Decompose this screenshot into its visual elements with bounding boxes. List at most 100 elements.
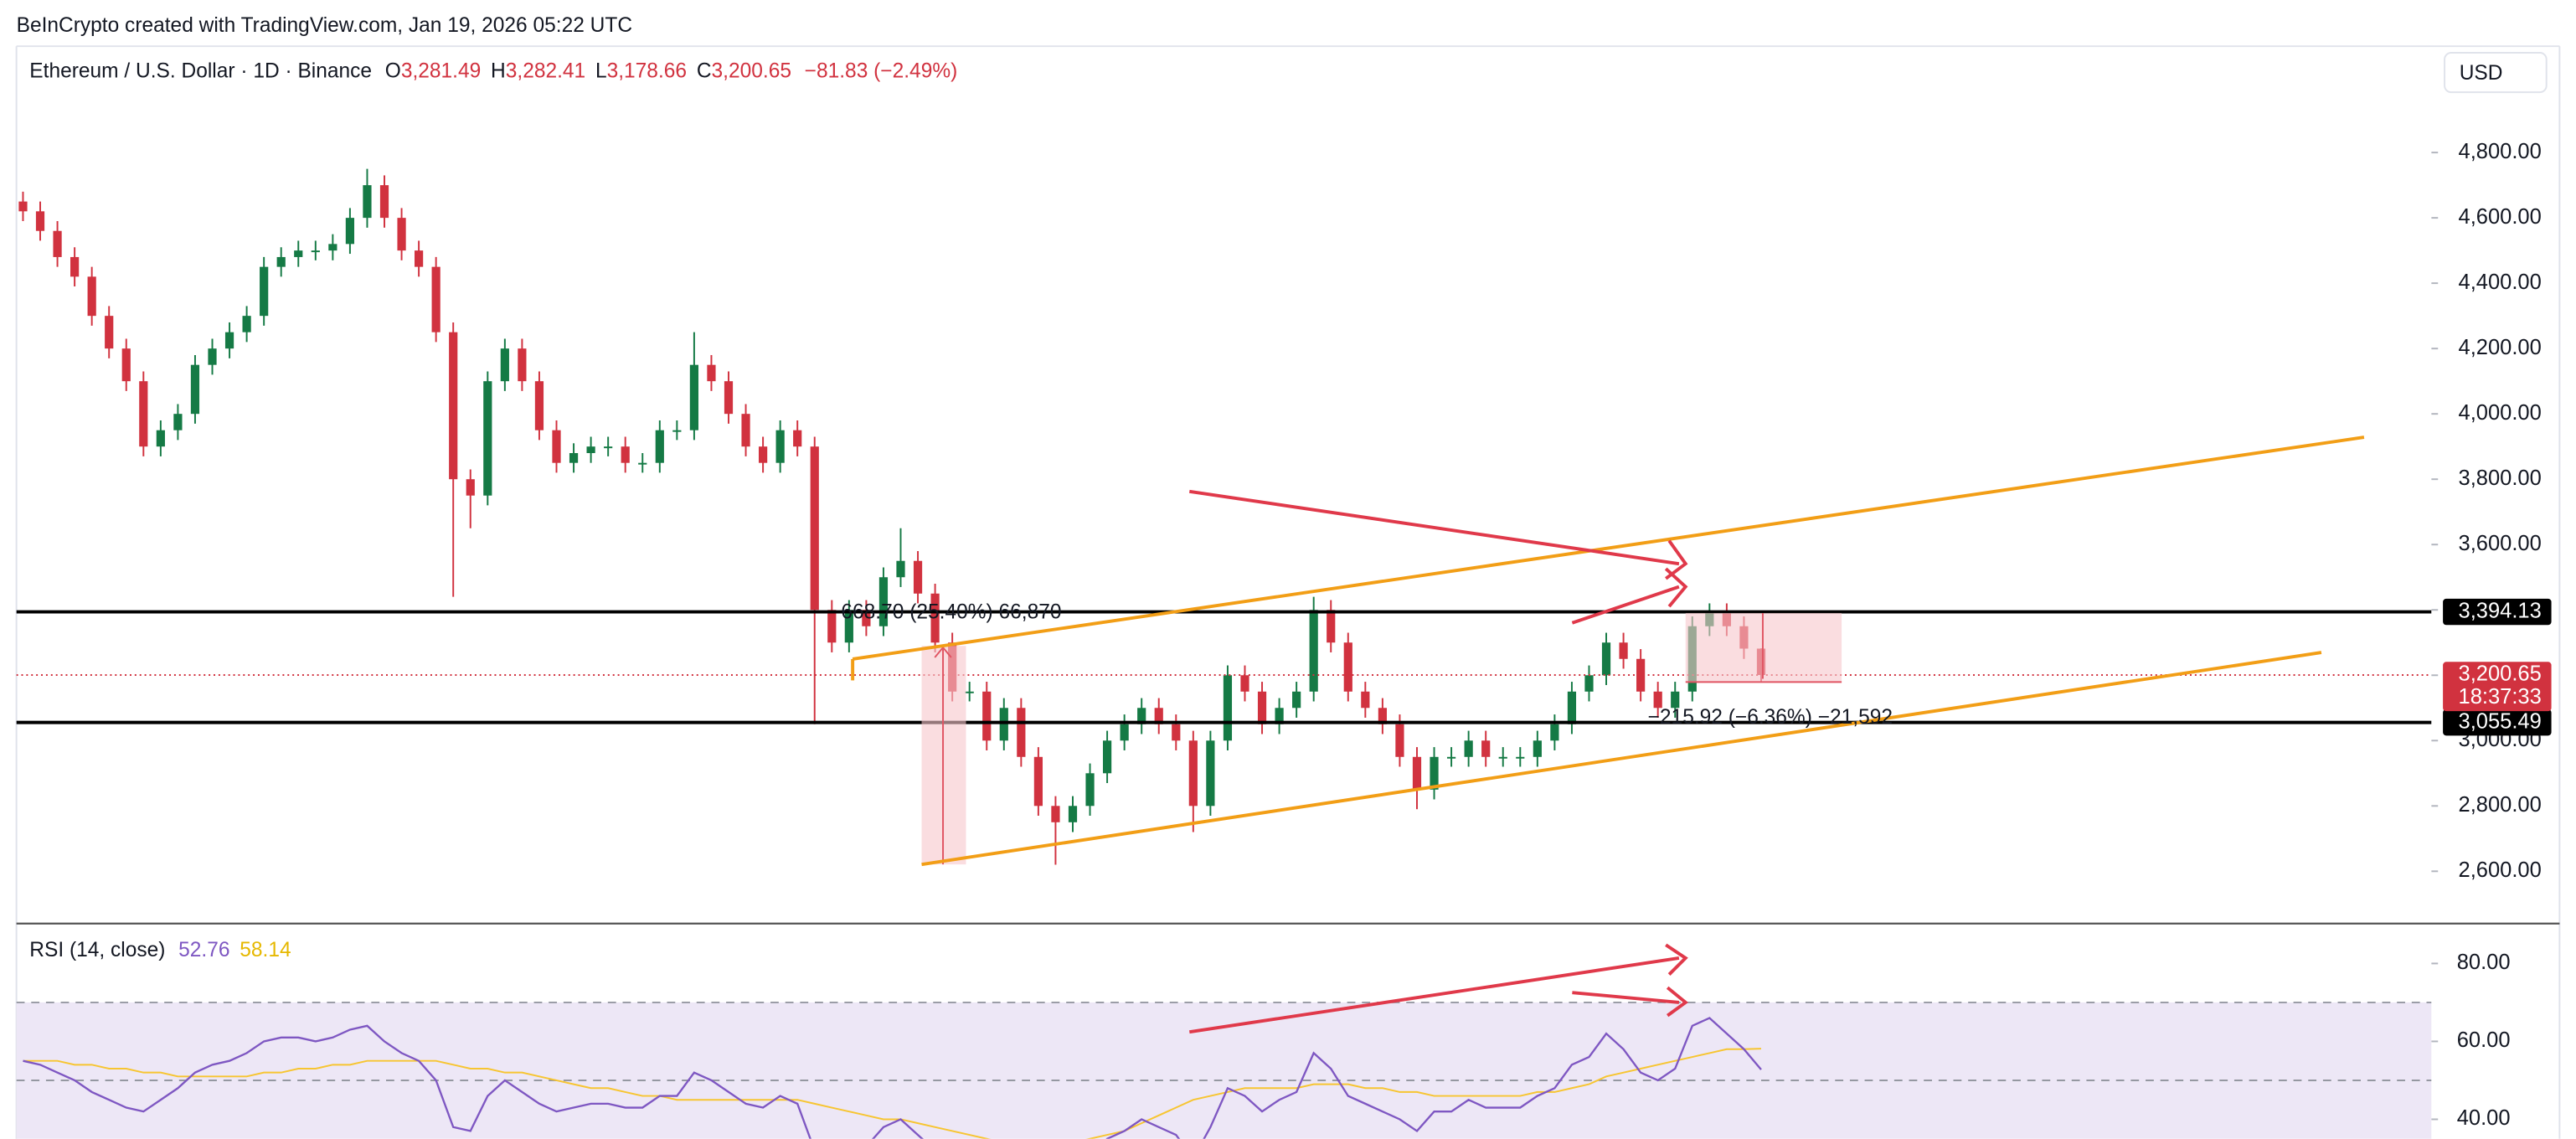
- y-tick-label: 4,400.00: [2459, 271, 2542, 294]
- credit: BeInCrypto created with TradingView.com,…: [17, 14, 632, 37]
- y-tick-label: 4,200.00: [2459, 336, 2542, 359]
- candle-body: [1275, 708, 1284, 724]
- candle-body: [793, 430, 802, 447]
- arrow-head: [1664, 567, 1688, 608]
- currency-box[interactable]: [2444, 52, 2548, 94]
- y-tick-label: 3,800.00: [2459, 466, 2542, 490]
- candle-body: [775, 430, 785, 463]
- key: L: [595, 60, 607, 83]
- candle-body: [121, 348, 131, 382]
- candle-body: [53, 230, 62, 257]
- candle-body: [1309, 610, 1318, 692]
- y-tick-label: 60.00: [2457, 1028, 2511, 1052]
- candle-body: [878, 577, 889, 626]
- candle-body: [896, 560, 905, 578]
- candle-body: [1516, 756, 1525, 759]
- candle-body: [913, 560, 923, 594]
- candle-body: [397, 218, 406, 251]
- rsi-title: RSI (14, close): [29, 940, 165, 962]
- rsi-ma-value: 58.14: [240, 940, 291, 962]
- candle-body: [707, 364, 716, 382]
- candle-body: [242, 316, 251, 332]
- candle-body: [35, 211, 45, 231]
- candle-body: [741, 414, 750, 447]
- candle-body: [1378, 708, 1387, 724]
- candle-body: [1533, 740, 1542, 757]
- candle-body: [1068, 806, 1078, 822]
- candle-body: [982, 691, 992, 741]
- rsi-pane: [16, 1001, 2432, 1139]
- countdown: 18:37:33: [2459, 685, 2542, 709]
- candle-body: [139, 381, 148, 447]
- candle-body: [1223, 675, 1233, 741]
- change: −81.83 (−2.49%): [805, 60, 958, 83]
- last-price-badge: [2443, 662, 2552, 712]
- symbol: Ethereum / U.S. Dollar · 1D · Binance: [29, 60, 372, 83]
- divergence-arrow: [1189, 489, 1680, 566]
- y-tick-label: 3,600.00: [2459, 532, 2542, 555]
- divergence-arrow: [1571, 585, 1680, 625]
- candle-body: [862, 610, 871, 626]
- candle-body: [294, 250, 303, 257]
- key: O: [385, 60, 401, 83]
- candle-body: [1601, 642, 1611, 676]
- candle-body: [827, 610, 837, 643]
- candle-body: [190, 364, 200, 415]
- candle-body: [363, 185, 372, 219]
- candle-body: [1033, 756, 1043, 807]
- candle-body: [810, 446, 819, 611]
- value: 3,282.41: [506, 60, 585, 83]
- candle-body: [1498, 756, 1507, 759]
- candle-body: [1343, 642, 1352, 692]
- candle-body: [276, 256, 286, 267]
- rsi-line: [23, 1017, 1762, 1139]
- candle-body: [105, 316, 114, 349]
- candle-body: [965, 691, 974, 693]
- candle-body: [1257, 691, 1267, 724]
- candle-body: [1584, 675, 1594, 692]
- candle-body: [18, 201, 28, 212]
- divergence-arrow: [1572, 991, 1680, 1004]
- candle-body: [311, 250, 320, 253]
- candle-body: [552, 430, 561, 463]
- level-label: 3,055.49: [2459, 709, 2542, 733]
- y-tick-label: 40.00: [2457, 1106, 2511, 1130]
- candle-body: [208, 348, 217, 365]
- candle-body: [500, 348, 509, 382]
- candle-body: [415, 250, 424, 267]
- candle-body: [638, 462, 647, 465]
- candle-body: [844, 610, 853, 643]
- candle-body: [1446, 756, 1456, 759]
- candle-body: [1464, 740, 1473, 757]
- divergence-arrow: [1189, 956, 1680, 1034]
- candle-body: [1120, 724, 1129, 741]
- candle-body: [1481, 740, 1491, 757]
- candle-body: [1017, 708, 1026, 757]
- level-badge: [2443, 709, 2552, 736]
- candle-body: [345, 218, 355, 245]
- currency[interactable]: USD: [2460, 62, 2503, 85]
- candle-body: [1327, 610, 1336, 643]
- candle-body: [724, 381, 734, 415]
- price-axis: 2,600.002,800.003,000.003,200.003,400.00…: [2431, 140, 2552, 1130]
- rsi-band: [16, 1002, 2432, 1139]
- candle-body: [156, 430, 165, 447]
- candle-body: [930, 593, 940, 643]
- candle-body: [1085, 773, 1095, 807]
- candle-body: [1395, 724, 1404, 757]
- candle-body: [1430, 756, 1439, 790]
- level-badge: [2443, 598, 2552, 626]
- candle-body: [655, 430, 664, 463]
- candle-body: [1188, 740, 1198, 807]
- measure-label: 668.70 (25.40%) 66,870: [841, 600, 1061, 623]
- candle-body: [1619, 642, 1628, 659]
- measure-arrow: [934, 646, 952, 658]
- price-pane: [16, 168, 2432, 865]
- candle-body: [518, 348, 527, 382]
- candle-body: [328, 244, 337, 251]
- candle-body: [1154, 708, 1163, 724]
- arrow-head: [1666, 986, 1688, 1018]
- candle-body: [466, 479, 475, 496]
- candle-body: [431, 266, 440, 332]
- key: H: [491, 60, 506, 83]
